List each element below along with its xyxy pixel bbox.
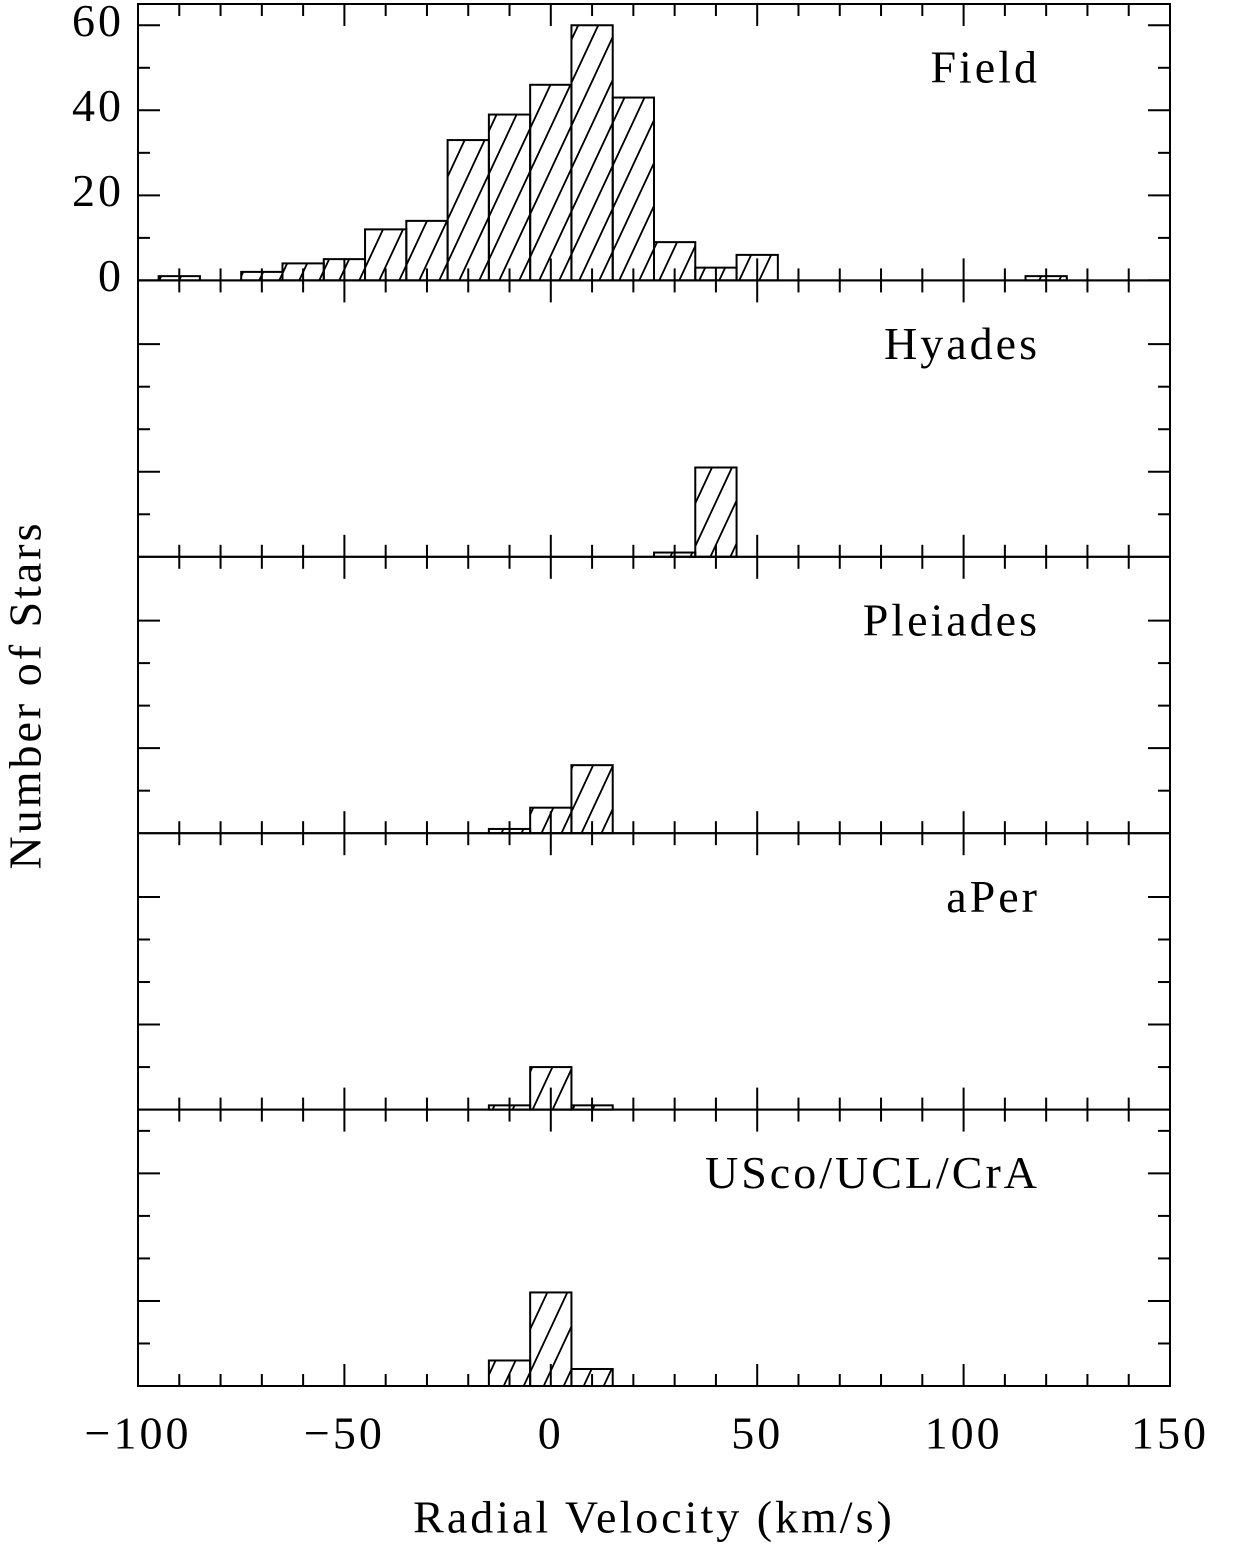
histogram-bar bbox=[570, 24, 614, 282]
x-tick-label: 100 bbox=[925, 1408, 1003, 1459]
histogram-bar bbox=[529, 83, 573, 282]
histogram-bar bbox=[446, 139, 490, 282]
y-tick-label: 40 bbox=[72, 80, 124, 131]
x-tick-label: 0 bbox=[538, 1408, 564, 1459]
x-axis-label: Radial Velocity (km/s) bbox=[413, 1492, 895, 1543]
y-axis-label: Number of Stars bbox=[0, 520, 51, 869]
histogram-bar bbox=[487, 113, 532, 282]
y-tick-label: 0 bbox=[98, 250, 124, 301]
x-tick-label: 50 bbox=[731, 1408, 783, 1459]
panel-label: Hyades bbox=[884, 318, 1040, 369]
x-tick-label: −100 bbox=[85, 1408, 192, 1459]
panel-label: Field bbox=[930, 42, 1040, 93]
y-tick-label: 20 bbox=[72, 165, 124, 216]
panel-label: USco/UCL/CrA bbox=[705, 1147, 1040, 1198]
histogram-bar bbox=[570, 764, 614, 835]
x-tick-label: −50 bbox=[304, 1408, 385, 1459]
panel-frame bbox=[137, 1108, 1171, 1387]
histogram-bar bbox=[611, 96, 655, 282]
x-tick-label: 150 bbox=[1131, 1408, 1209, 1459]
histogram-bar bbox=[694, 466, 738, 558]
panel-label: Pleiades bbox=[863, 594, 1040, 645]
y-tick-label: 60 bbox=[72, 0, 124, 46]
panel-label: aPer bbox=[946, 871, 1040, 922]
